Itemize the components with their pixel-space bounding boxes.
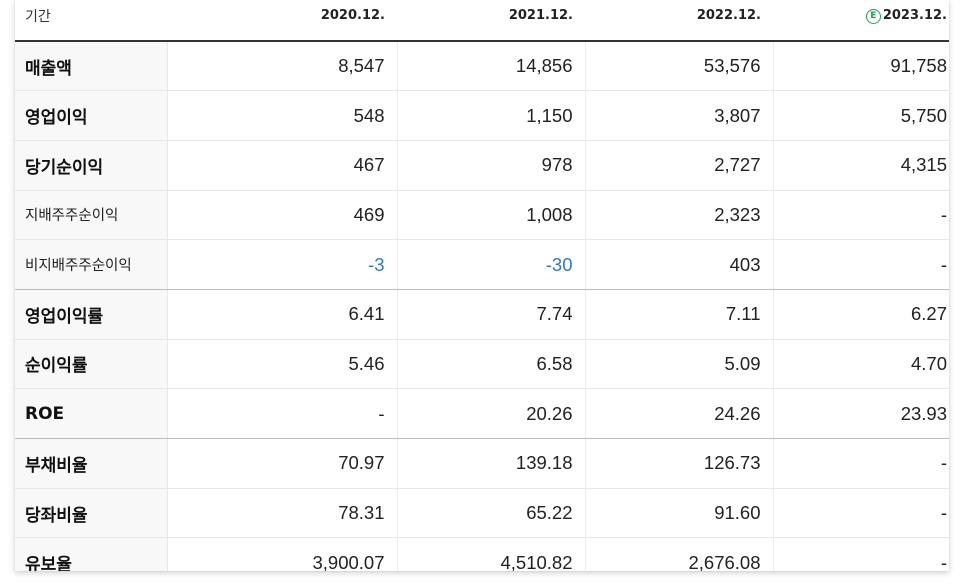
table-cell: 23.93 bbox=[773, 388, 949, 439]
table-cell: - bbox=[773, 537, 949, 571]
table-cell: 4.70 bbox=[773, 339, 949, 390]
table-cell: 469 bbox=[167, 190, 398, 241]
table-cell: 65.22 bbox=[397, 488, 586, 539]
table-cell: 2,323 bbox=[585, 190, 774, 241]
table-cell: - bbox=[167, 388, 398, 439]
row-quick-ratio: 당좌비율 78.31 65.22 91.60 - bbox=[15, 488, 949, 539]
table-cell: 1,150 bbox=[397, 90, 586, 141]
table-cell: 4,510.82 bbox=[397, 537, 586, 571]
estimate-badge-icon: E bbox=[865, 8, 881, 24]
table-cell: 4,315 bbox=[773, 140, 949, 191]
table-cell: 91,758 bbox=[773, 41, 949, 92]
table-cell: 6.27 bbox=[773, 289, 949, 340]
row-label-net-income: 당기순이익 bbox=[15, 140, 168, 191]
table-cell: - bbox=[773, 190, 949, 241]
period-2021-header: 2021.12. bbox=[397, 0, 585, 42]
table-cell-negative: -3 bbox=[167, 239, 398, 290]
row-label-controlling-net-income: 지배주주순이익 bbox=[15, 190, 168, 241]
row-label-reserve-ratio: 유보율 bbox=[15, 537, 168, 571]
row-noncontrolling-net-income: 비지배주주순이익 -3 -30 403 - bbox=[15, 239, 949, 290]
row-label-debt-ratio: 부채비율 bbox=[15, 438, 168, 489]
row-operating-margin: 영업이익률 6.41 7.74 7.11 6.27 bbox=[15, 289, 949, 340]
table-cell: 78.31 bbox=[167, 488, 398, 539]
table-cell: 8,547 bbox=[167, 41, 398, 92]
row-label-operating-margin: 영업이익률 bbox=[15, 289, 168, 340]
row-label-noncontrolling-net-income: 비지배주주순이익 bbox=[15, 239, 168, 290]
table-cell: - bbox=[773, 239, 949, 290]
period-header-label: 기간 bbox=[15, 0, 167, 42]
table-cell: 7.11 bbox=[585, 289, 774, 340]
row-operating-income: 영업이익 548 1,150 3,807 5,750 bbox=[15, 90, 949, 141]
table-cell: 6.58 bbox=[397, 339, 586, 390]
table-cell: 548 bbox=[167, 90, 398, 141]
table-cell: 53,576 bbox=[585, 41, 774, 92]
table-cell-negative: -30 bbox=[397, 239, 586, 290]
period-2020-header: 2020.12. bbox=[167, 0, 397, 42]
table-cell: 126.73 bbox=[585, 438, 774, 489]
table-cell: 1,008 bbox=[397, 190, 586, 241]
row-label-roe: ROE bbox=[15, 388, 168, 439]
row-label-operating-income: 영업이익 bbox=[15, 90, 168, 141]
header-row: 기간 2020.12. 2021.12. 2022.12. E 2023.12. bbox=[15, 0, 949, 42]
table-cell: 3,900.07 bbox=[167, 537, 398, 571]
row-label-revenue: 매출액 bbox=[15, 41, 168, 92]
row-controlling-net-income: 지배주주순이익 469 1,008 2,323 - bbox=[15, 190, 949, 241]
table-cell: - bbox=[773, 488, 949, 539]
table-cell: 5.09 bbox=[585, 339, 774, 390]
table-cell: 7.74 bbox=[397, 289, 586, 340]
row-net-income: 당기순이익 467 978 2,727 4,315 bbox=[15, 140, 949, 191]
financial-summary-table: 기간 2020.12. 2021.12. 2022.12. E 2023.12. … bbox=[15, 0, 949, 571]
table-cell: 70.97 bbox=[167, 438, 398, 489]
row-net-margin: 순이익률 5.46 6.58 5.09 4.70 bbox=[15, 339, 949, 390]
period-2023-header: E 2023.12. bbox=[773, 0, 949, 42]
table-cell: 20.26 bbox=[397, 388, 586, 439]
table-cell: 978 bbox=[397, 140, 586, 191]
table-cell: 3,807 bbox=[585, 90, 774, 141]
financial-summary-panel: 기간 2020.12. 2021.12. 2022.12. E 2023.12. … bbox=[15, 0, 949, 571]
period-2022-header: 2022.12. bbox=[585, 0, 773, 42]
row-reserve-ratio: 유보율 3,900.07 4,510.82 2,676.08 - bbox=[15, 537, 949, 571]
table-cell: 467 bbox=[167, 140, 398, 191]
table-cell: 139.18 bbox=[397, 438, 586, 489]
table-cell: 14,856 bbox=[397, 41, 586, 92]
table-cell: 91.60 bbox=[585, 488, 774, 539]
table-cell: 6.41 bbox=[167, 289, 398, 340]
row-label-quick-ratio: 당좌비율 bbox=[15, 488, 168, 539]
table-cell: 403 bbox=[585, 239, 774, 290]
row-debt-ratio: 부채비율 70.97 139.18 126.73 - bbox=[15, 438, 949, 489]
table-cell: 2,676.08 bbox=[585, 537, 774, 571]
row-roe: ROE - 20.26 24.26 23.93 bbox=[15, 388, 949, 439]
table-cell: 2,727 bbox=[585, 140, 774, 191]
row-revenue: 매출액 8,547 14,856 53,576 91,758 bbox=[15, 41, 949, 92]
table-cell: - bbox=[773, 438, 949, 489]
row-label-net-margin: 순이익률 bbox=[15, 339, 168, 390]
table-cell: 5,750 bbox=[773, 90, 949, 141]
period-2023-label: 2023.12. bbox=[882, 7, 947, 23]
table-cell: 5.46 bbox=[167, 339, 398, 390]
table-cell: 24.26 bbox=[585, 388, 774, 439]
